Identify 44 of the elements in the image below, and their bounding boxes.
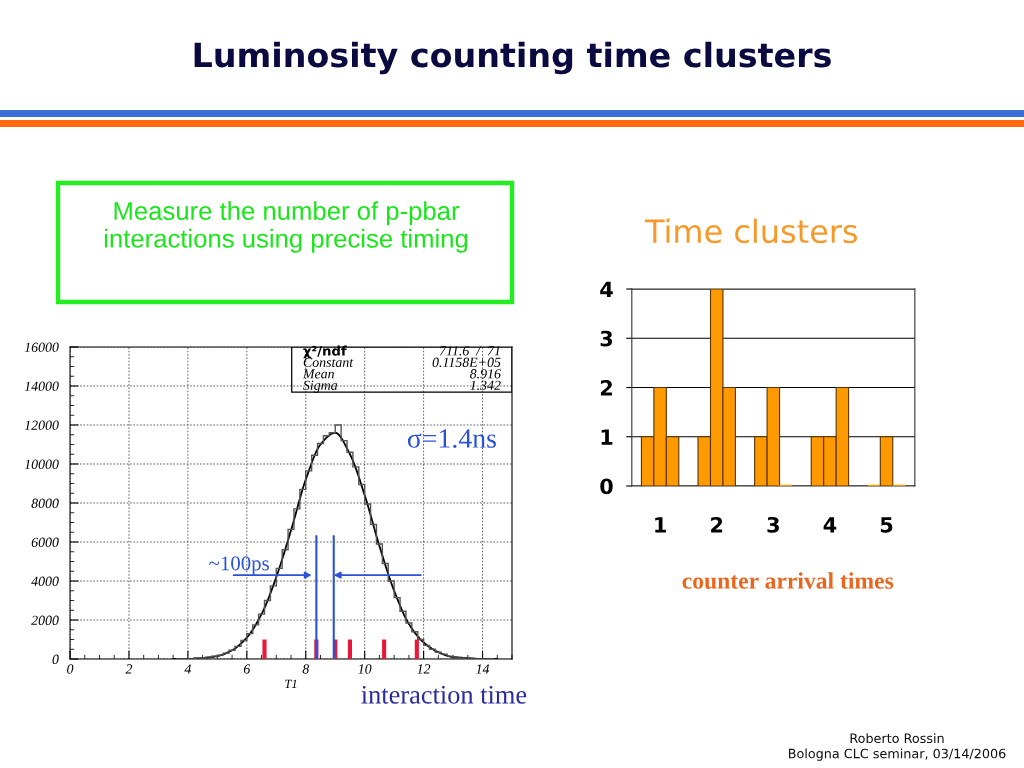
x-tick-label: 1	[655, 517, 666, 533]
y-tick-label: 6000	[31, 537, 59, 547]
x-tick-label: 5	[880, 517, 893, 533]
x-tick-label: 10	[358, 664, 372, 674]
y-tick-label: 1	[601, 429, 613, 445]
text: interaction time	[361, 685, 527, 704]
y-tick-label: 8000	[31, 498, 59, 508]
annotation: 711.6 / 71	[439, 346, 500, 356]
annotation: ~100ps	[209, 556, 269, 575]
y-tick-label: 4	[600, 281, 613, 297]
y-tick-label: 16000	[24, 342, 59, 352]
x-tick-label: 8	[302, 664, 310, 674]
x-tick-label: 12	[417, 664, 431, 674]
y-tick-label: 2	[600, 379, 612, 396]
annotation: χ²/ndf	[303, 345, 347, 359]
annotation: 8.916	[469, 369, 501, 379]
annotation: σ=1.4ns	[407, 429, 496, 448]
text: Luminosity counting time clusters	[194, 41, 831, 75]
annotation: 0.1158E+05	[432, 357, 501, 368]
x-axis-title: T1	[285, 679, 297, 688]
annotation: 1.342	[470, 380, 501, 391]
annotation: Constant	[303, 357, 354, 367]
y-tick-label: 4000	[31, 576, 59, 586]
x-tick-label: 6	[243, 664, 251, 674]
text: Measure the number of p-pbar interactions using precise timing	[104, 201, 468, 253]
x-tick-label: 4	[823, 517, 837, 533]
y-tick-label: 0	[600, 478, 613, 495]
annotation: Sigma	[303, 380, 338, 393]
x-tick-label: 14	[476, 664, 490, 674]
y-tick-label: 10000	[24, 459, 59, 469]
x-tick-label: 2	[711, 516, 723, 533]
y-tick-label: 12000	[24, 420, 59, 430]
y-tick-label: 2000	[31, 615, 59, 625]
text: Roberto Rossin Bologna CLC seminar, 03/14/2006	[788, 733, 1006, 761]
x-tick-label: 4	[184, 664, 192, 674]
y-tick-label: 14000	[24, 381, 59, 391]
y-tick-label: 3	[600, 330, 613, 347]
x-tick-label: 2	[125, 664, 133, 674]
annotation: Mean	[302, 369, 334, 379]
x-tick-label: 0	[67, 664, 74, 674]
text: counter arrival times	[682, 572, 894, 589]
x-tick-label: 3	[767, 516, 779, 533]
chart-title: Time clusters	[644, 218, 858, 244]
y-tick-label: 0	[52, 654, 59, 664]
